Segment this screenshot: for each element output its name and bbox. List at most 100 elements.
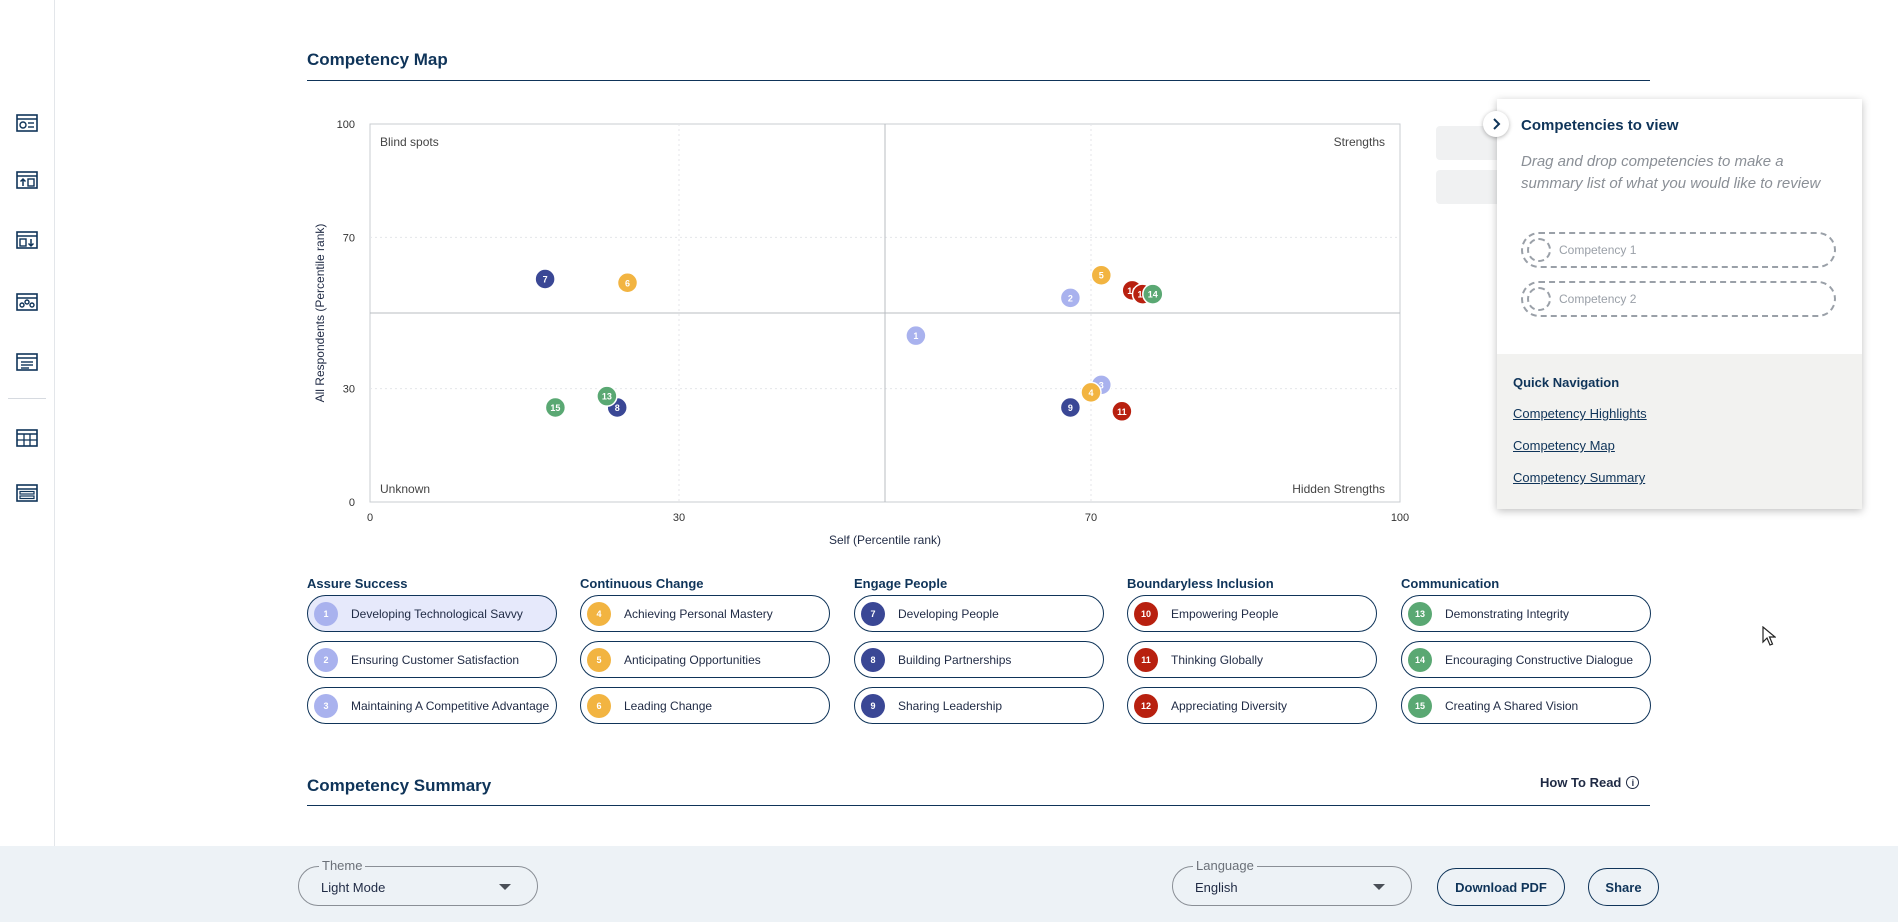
panel-collapse-button[interactable] bbox=[1483, 111, 1509, 137]
quick-navigation bbox=[1497, 354, 1862, 509]
quadrant-label-unknown: Unknown bbox=[380, 482, 430, 496]
competency-point-label: 10 bbox=[1127, 286, 1137, 296]
competency-label: Maintaining A Competitive Advantage bbox=[351, 698, 550, 713]
share-button[interactable]: Share bbox=[1588, 868, 1659, 906]
quadrant-label-strengths: Strengths bbox=[1334, 135, 1385, 149]
table-grid-icon[interactable] bbox=[14, 427, 40, 449]
competency-point-label: 6 bbox=[625, 278, 630, 288]
language-value: English bbox=[1195, 880, 1238, 895]
x-tick-label: 0 bbox=[367, 512, 373, 524]
slot-circle bbox=[1527, 238, 1551, 262]
theme-value: Light Mode bbox=[321, 880, 386, 895]
competency-pill-7[interactable]: 7 Developing People bbox=[854, 595, 1104, 632]
competency-point-14[interactable] bbox=[1142, 283, 1164, 305]
competency-pill-13[interactable]: 13 Demonstrating Integrity bbox=[1401, 595, 1651, 632]
link-competency-map[interactable]: Competency Map bbox=[1513, 438, 1615, 453]
competency-pill-6[interactable]: 6 Leading Change bbox=[580, 687, 830, 724]
competency-number-badge: 13 bbox=[1408, 601, 1432, 626]
y-tick-label: 100 bbox=[337, 119, 355, 131]
competency-label: Demonstrating Integrity bbox=[1445, 606, 1570, 621]
competency-point-4[interactable] bbox=[1080, 381, 1102, 404]
panel-title: Competencies to view bbox=[1521, 117, 1679, 134]
competency-point-label: 14 bbox=[1148, 290, 1158, 300]
competency-point-label: 13 bbox=[602, 392, 612, 402]
competency-pill-5[interactable]: 5 Anticipating Opportunities bbox=[580, 641, 830, 678]
competency-pill-1[interactable]: 1 Developing Technological Savvy bbox=[307, 595, 557, 632]
competency-point-15[interactable] bbox=[544, 396, 567, 419]
competency-summary-rule bbox=[307, 805, 1650, 806]
competency-label: Empowering People bbox=[1171, 606, 1279, 621]
download-pdf-button[interactable]: Download PDF bbox=[1437, 868, 1565, 906]
competency-slot-1[interactable]: Competency 1 bbox=[1521, 232, 1836, 268]
y-axis-label: All Respondents (Percentile rank) bbox=[313, 224, 327, 403]
how-to-read-button[interactable]: How To Read i bbox=[1540, 775, 1640, 790]
competency-number-badge: 14 bbox=[1408, 647, 1432, 672]
competency-number-badge: 1 bbox=[314, 601, 338, 626]
competency-point-2[interactable] bbox=[1059, 287, 1082, 309]
competency-point-1[interactable] bbox=[905, 324, 927, 347]
competency-slot-2[interactable]: Competency 2 bbox=[1521, 281, 1836, 317]
competency-number-badge: 3 bbox=[314, 693, 338, 718]
competency-map-title: Competency Map bbox=[307, 50, 448, 69]
competency-pill-2[interactable]: 2 Ensuring Customer Satisfaction bbox=[307, 641, 557, 678]
competency-number-badge: 2 bbox=[314, 647, 338, 672]
competency-number-badge: 8 bbox=[861, 647, 885, 672]
competency-point-9[interactable] bbox=[1059, 396, 1082, 419]
x-tick-label: 70 bbox=[1085, 512, 1097, 524]
language-label: Language bbox=[1193, 858, 1257, 873]
chevron-down-icon bbox=[1373, 884, 1385, 890]
document-list-icon[interactable] bbox=[14, 351, 40, 373]
slot-label: Competency 2 bbox=[1559, 292, 1637, 306]
competency-number-badge: 10 bbox=[1134, 601, 1158, 626]
x-axis-label: Self (Percentile rank) bbox=[829, 533, 941, 547]
competency-number-badge: 4 bbox=[587, 601, 611, 626]
competency-label: Anticipating Opportunities bbox=[624, 652, 761, 667]
trending-up-icon[interactable] bbox=[14, 169, 40, 191]
competency-pill-4[interactable]: 4 Achieving Personal Mastery bbox=[580, 595, 830, 632]
competency-pill-3[interactable]: 3 Maintaining A Competitive Advantage bbox=[307, 687, 557, 724]
competency-point-7[interactable] bbox=[534, 268, 556, 290]
quadrant-label-hidden-strengths: Hidden Strengths bbox=[1292, 482, 1385, 496]
competency-pill-14[interactable]: 14 Encouraging Constructive Dialogue bbox=[1401, 641, 1651, 678]
competency-pill-8[interactable]: 8 Building Partnerships bbox=[854, 641, 1104, 678]
competency-pill-10[interactable]: 10 Empowering People bbox=[1127, 595, 1377, 632]
x-tick-label: 100 bbox=[1391, 512, 1409, 524]
competency-point-5[interactable] bbox=[1090, 264, 1113, 286]
competency-point-6[interactable] bbox=[616, 272, 639, 294]
competency-pill-11[interactable]: 11 Thinking Globally bbox=[1127, 641, 1377, 678]
trending-down-icon[interactable] bbox=[14, 229, 40, 251]
scatter-map-icon[interactable] bbox=[14, 291, 40, 313]
competency-pill-12[interactable]: 12 Appreciating Diversity bbox=[1127, 687, 1377, 724]
link-competency-summary[interactable]: Competency Summary bbox=[1513, 470, 1646, 485]
link-competency-highlights[interactable]: Competency Highlights bbox=[1513, 406, 1647, 421]
competency-point-label: 15 bbox=[550, 403, 560, 413]
competency-point-11[interactable] bbox=[1111, 400, 1133, 423]
competency-label: Achieving Personal Mastery bbox=[624, 606, 773, 621]
competency-point-label: 2 bbox=[1068, 293, 1073, 303]
theme-label: Theme bbox=[319, 858, 366, 873]
theme-select[interactable]: Theme Light Mode bbox=[298, 858, 538, 906]
competency-point-13[interactable] bbox=[596, 385, 618, 407]
competency-number-badge: 11 bbox=[1134, 647, 1158, 672]
competency-label: Ensuring Customer Satisfaction bbox=[351, 652, 520, 667]
y-tick-label: 30 bbox=[343, 384, 355, 396]
competency-pill-15[interactable]: 15 Creating A Shared Vision bbox=[1401, 687, 1651, 724]
scorecard-icon[interactable] bbox=[14, 112, 40, 134]
panel-top: Competencies to view Drag and drop compe… bbox=[1497, 99, 1862, 354]
y-tick-label: 70 bbox=[343, 232, 355, 244]
left-nav-rail bbox=[0, 0, 55, 846]
competencies-to-view-panel: Competencies to view Drag and drop compe… bbox=[1497, 99, 1862, 509]
language-select[interactable]: Language English bbox=[1172, 858, 1412, 906]
legend-group-title: Engage People bbox=[854, 576, 948, 591]
competency-point-label: 11 bbox=[1117, 407, 1127, 417]
how-to-read-label: How To Read bbox=[1540, 775, 1622, 790]
competency-point-label: 9 bbox=[1068, 403, 1073, 413]
competency-pill-9[interactable]: 9 Sharing Leadership bbox=[854, 687, 1104, 724]
competency-point-label: 5 bbox=[1099, 271, 1104, 281]
footer-bar: Theme Light Mode Language English Downlo… bbox=[0, 846, 1898, 922]
competency-label: Creating A Shared Vision bbox=[1445, 698, 1579, 713]
panel-description: Drag and drop competencies to make a sum… bbox=[1521, 153, 1821, 192]
competency-number-badge: 12 bbox=[1134, 693, 1158, 718]
x-tick-label: 30 bbox=[673, 512, 685, 524]
summary-list-icon[interactable] bbox=[14, 482, 40, 504]
